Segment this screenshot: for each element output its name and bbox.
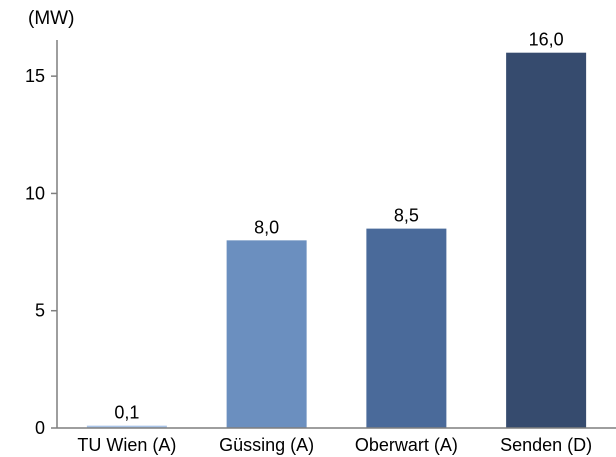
y-tick-label: 0: [35, 418, 45, 438]
category-label: Güssing (A): [219, 435, 314, 455]
y-axis-unit-label: (MW): [28, 8, 74, 29]
bar: [86, 425, 167, 428]
data-label: 0,1: [114, 403, 139, 423]
bar: [226, 240, 307, 428]
data-label: 16,0: [529, 30, 564, 50]
data-label: 8,5: [394, 206, 419, 226]
y-tick-label: 15: [25, 66, 45, 86]
data-labels: 0,1 8,0 8,5 16,0: [114, 30, 563, 423]
bar: [506, 52, 587, 429]
y-axis-ticks: 0 5 10 15: [25, 66, 57, 438]
bar: [366, 228, 447, 428]
category-label: Oberwart (A): [355, 435, 458, 455]
data-label: 8,0: [254, 217, 279, 237]
y-tick-label: 10: [25, 183, 45, 203]
bars: [86, 52, 587, 429]
category-label: Senden (D): [500, 435, 592, 455]
category-label: TU Wien (A): [77, 435, 176, 455]
y-tick-label: 5: [35, 301, 45, 321]
category-labels: TU Wien (A) Güssing (A) Oberwart (A) Senden…: [77, 435, 592, 455]
